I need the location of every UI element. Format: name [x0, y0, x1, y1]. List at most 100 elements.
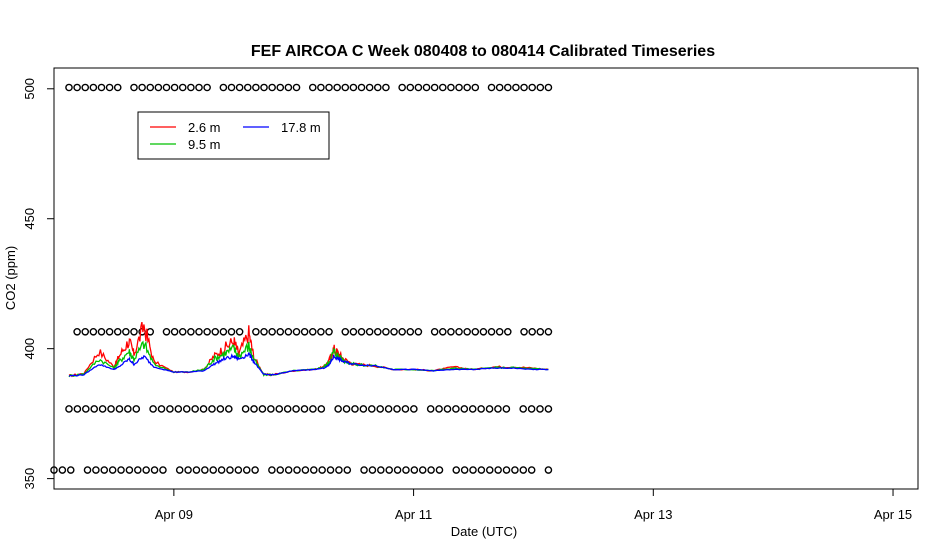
flag-marker	[406, 83, 415, 92]
flag-marker	[376, 405, 385, 413]
flag-marker	[175, 466, 184, 474]
series-lines	[68, 321, 549, 378]
flag-marker	[317, 327, 325, 336]
flag-marker	[242, 466, 251, 474]
flag-marker	[81, 83, 90, 92]
flag-marker	[166, 405, 174, 413]
flag-marker	[124, 405, 132, 413]
flag-marker	[81, 327, 90, 336]
flag-marker	[276, 466, 285, 474]
flag-marker	[463, 83, 471, 92]
flag-marker	[426, 405, 435, 413]
flag-marker	[367, 405, 376, 413]
flag-marker	[208, 405, 216, 413]
legend-box	[137, 111, 330, 160]
flag-marker	[258, 405, 267, 413]
flag-marker	[511, 466, 519, 474]
flag-marker	[334, 405, 342, 413]
flag-marker	[365, 327, 374, 336]
flag-marker	[226, 466, 234, 474]
flag-marker	[544, 466, 553, 474]
flag-marker	[58, 466, 67, 474]
flag-marker	[178, 83, 187, 92]
flag-marker	[390, 327, 398, 336]
flag-marker	[477, 466, 486, 474]
flag-marker	[178, 327, 187, 336]
flag-marker	[267, 405, 275, 413]
flag-marker	[393, 405, 401, 413]
flag-marker	[325, 83, 333, 92]
flag-marker	[199, 405, 208, 413]
flag-marker	[73, 405, 82, 413]
flag-marker	[187, 83, 195, 92]
flag-marker	[234, 466, 243, 474]
flag-marker	[430, 327, 439, 336]
flag-marker	[252, 83, 260, 92]
y-tick-label: 500	[22, 78, 37, 100]
flag-marker	[157, 405, 166, 413]
flag-marker	[98, 405, 107, 413]
flag-marker	[82, 405, 90, 413]
flag-marker	[414, 83, 423, 92]
flag-marker	[89, 83, 98, 92]
flag-marker	[495, 327, 504, 336]
flag-marker	[195, 327, 203, 336]
flag-marker	[170, 327, 179, 336]
flag-marker	[235, 327, 244, 336]
flag-marker	[341, 327, 350, 336]
flag-marker	[235, 83, 244, 92]
flag-marker	[284, 327, 293, 336]
flag-marker	[414, 327, 423, 336]
series-line-17-8-m	[68, 352, 549, 377]
flag-marker	[544, 327, 553, 336]
flag-marker	[544, 405, 553, 413]
flag-marker	[438, 327, 447, 336]
flag-marker	[192, 466, 201, 474]
flag-marker	[349, 83, 358, 92]
x-tick-label: Apr 11	[395, 507, 432, 522]
flag-marker	[435, 405, 443, 413]
flag-marker	[519, 405, 527, 413]
flag-marker	[201, 466, 209, 474]
flag-marker	[502, 405, 511, 413]
flag-marker	[125, 466, 134, 474]
flag-marker	[460, 405, 469, 413]
flag-marker	[357, 327, 366, 336]
flag-marker	[418, 466, 427, 474]
x-axis-label: Date (UTC)	[451, 524, 517, 539]
flag-marker	[309, 466, 318, 474]
flag-marker	[107, 405, 115, 413]
flag-marker	[300, 405, 309, 413]
flag-marker	[268, 83, 276, 92]
flag-marker	[398, 83, 406, 92]
flag-marker	[427, 466, 435, 474]
flag-marker	[317, 83, 325, 92]
legend-label: 2.6 m	[188, 120, 221, 135]
flag-marker	[468, 405, 477, 413]
flag-marker	[402, 466, 410, 474]
flag-marker	[97, 83, 106, 92]
flag-marker	[308, 83, 317, 92]
flag-marker	[455, 83, 463, 92]
flag-marker	[359, 405, 368, 413]
flag-marker	[410, 466, 419, 474]
flag-marker	[149, 405, 157, 413]
flag-marker	[519, 466, 528, 474]
flag-marker	[447, 327, 455, 336]
flag-marker	[73, 327, 81, 336]
flag-marker	[182, 405, 191, 413]
flag-marker	[292, 83, 301, 92]
flag-marker	[360, 466, 368, 474]
flag-marker	[211, 327, 220, 336]
flag-marker	[159, 466, 167, 474]
flag-marker	[293, 466, 301, 474]
flag-marker	[447, 83, 455, 92]
flag-marker	[174, 405, 183, 413]
flag-marker	[284, 83, 293, 92]
flag-marker	[502, 466, 511, 474]
flag-marker	[503, 83, 512, 92]
legend-label: 9.5 m	[188, 137, 221, 152]
flag-marker	[203, 83, 211, 92]
flag-marker	[430, 83, 439, 92]
flag-marker	[195, 83, 203, 92]
